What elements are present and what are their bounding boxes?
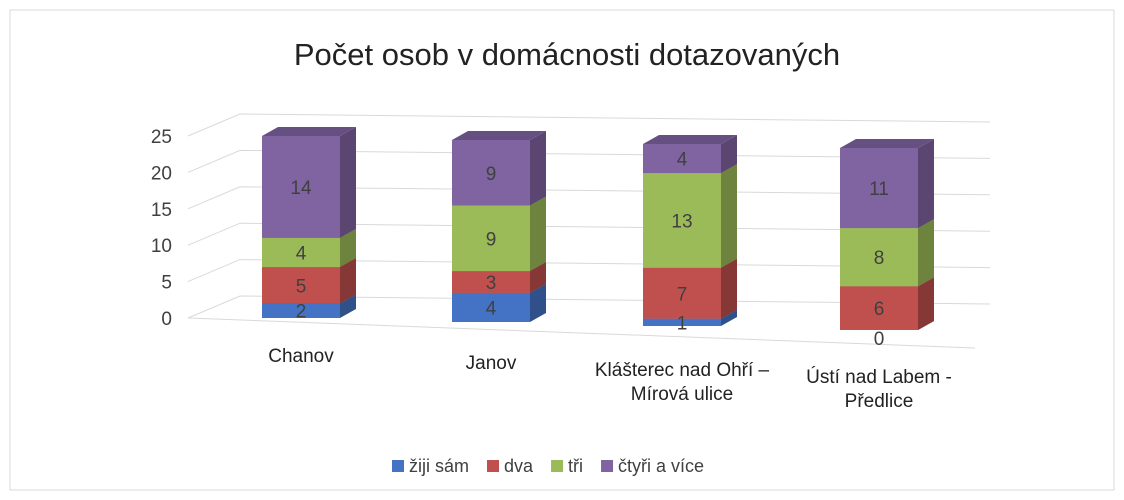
bar-side [340,228,356,268]
bar [262,267,340,304]
floor-edge [187,317,976,349]
value-label: 3 [486,273,497,294]
grid-line [187,113,991,137]
bar-top [262,127,356,136]
bar [452,292,530,322]
bar [840,148,918,229]
bar [643,173,721,268]
value-label: 1 [677,313,688,334]
bar-side [340,127,356,238]
value-label: 13 [671,211,692,232]
value-label: 7 [677,284,688,305]
legend-swatch [551,460,564,472]
bar [643,267,721,319]
y-tick-label: 0 [161,309,172,330]
x-tick-label: Klášterec nad Ohří – Mírová ulice [594,360,770,405]
y-tick-label: 5 [161,273,172,294]
grid-line [187,222,991,246]
value-label: 14 [290,178,312,199]
value-label: 2 [296,302,307,323]
chart-border [9,9,1115,491]
bar [262,237,340,268]
value-label: 6 [874,299,885,320]
bar-top [643,135,737,144]
bar [452,205,530,272]
bar-segment [452,131,546,206]
legend-label: tři [568,456,583,476]
value-label: 0 [874,329,885,350]
value-label: 4 [677,150,688,171]
value-label: 4 [296,243,307,264]
bar [643,318,721,326]
grid-line [187,149,991,173]
x-tick-label: Chanov [268,346,334,367]
bar-segment [840,139,934,229]
legend-swatch [392,460,404,472]
bar [840,228,918,287]
grid-line [187,186,991,210]
bar-side [721,309,737,326]
bar [452,140,530,206]
bar-side [721,135,737,174]
bar [262,303,340,318]
value-label: 9 [486,164,497,185]
grid-line [187,259,991,283]
x-tick-label: Janov [465,353,517,374]
y-tick-label: 20 [151,163,172,184]
legend-label: dva [504,456,534,476]
legend-label: žiji sám [409,456,469,476]
bar-side [721,258,737,319]
bar [643,144,721,174]
x-tick-label: Ústí nad Labem - Předlice [806,367,952,412]
bar-side [721,164,737,268]
value-label: 11 [869,179,889,200]
bar-side [918,139,934,229]
chart-title: Počet osob v domácnosti dotazovaných [294,37,840,72]
bar-side [918,277,934,330]
y-tick-label: 25 [151,127,172,148]
value-label: 9 [486,229,497,250]
grid-line [187,295,991,319]
bar-segment [643,135,737,174]
bar-side [530,262,546,293]
value-label: 8 [874,248,885,269]
value-label: 4 [486,298,497,319]
bar-side [530,283,546,322]
bar [262,136,340,238]
legend-swatch [601,460,614,472]
bar-side [530,196,546,272]
value-label: 5 [296,276,307,297]
y-tick-label: 10 [151,236,172,257]
bar-side [340,294,356,318]
bar-side [340,258,356,304]
legend-swatch [487,460,500,472]
bar-segment [262,127,356,238]
bar-side [530,131,546,206]
bar-segment [840,219,934,287]
bar-segment [452,196,546,272]
bar [452,271,530,293]
y-tick-label: 15 [151,200,172,221]
bar-side [918,219,934,287]
bar [840,286,918,330]
bar-top [840,139,934,148]
legend-label: čtyři a více [618,456,704,476]
bar-top [452,131,546,140]
